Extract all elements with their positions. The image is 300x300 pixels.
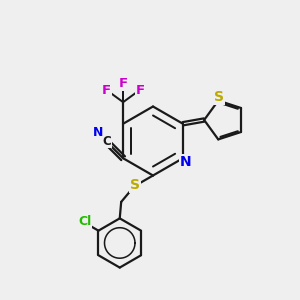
Text: N: N	[92, 126, 103, 139]
Text: N: N	[179, 155, 191, 169]
Text: C: C	[103, 135, 111, 148]
Text: S: S	[214, 90, 224, 104]
Text: Cl: Cl	[78, 215, 92, 228]
Text: S: S	[130, 178, 140, 192]
Text: F: F	[102, 84, 111, 97]
Text: F: F	[118, 77, 128, 90]
Text: F: F	[135, 84, 145, 97]
